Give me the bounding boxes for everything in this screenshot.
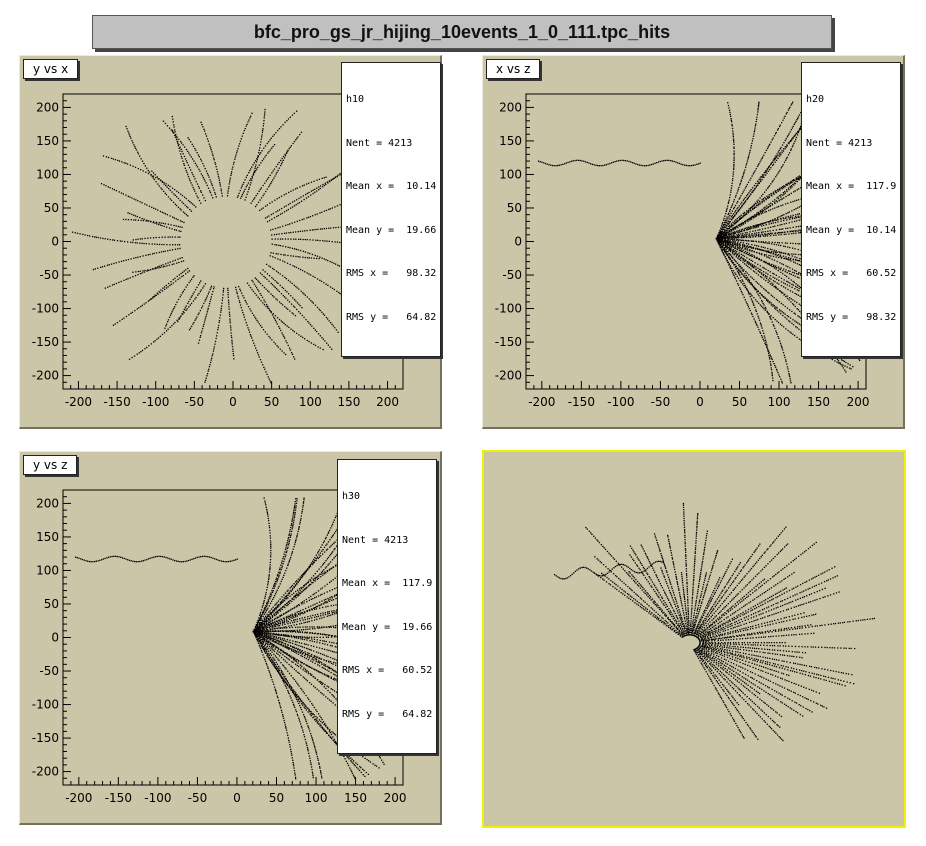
x-tick-label: -200	[65, 791, 92, 805]
plot-y-vs-x: -200 -150 -100 -50 0 50 100 150 200 200 150 100 50 0 -…	[32, 93, 404, 409]
plot-title: y vs x	[23, 59, 79, 79]
y-tick-label: -100	[495, 302, 522, 316]
plot-title: y vs z	[23, 455, 78, 475]
y-tick-label: 100	[499, 167, 522, 181]
stats-histogram-name: h30	[342, 491, 361, 502]
plot-title: x vs z	[486, 59, 541, 79]
stats-rms-y: RMS y = 98.32	[806, 311, 897, 323]
x-tick-label: 200	[847, 395, 870, 409]
pad-y-vs-z[interactable]: -200 -150 -100 -50 0 50 100 150 200 200 150 100 50 0 -…	[19, 451, 442, 825]
x-tick-label: 200	[376, 395, 399, 409]
y-tick-label: 0	[51, 235, 59, 249]
x-tick-label: -100	[607, 395, 634, 409]
stats-rms-x: RMS x = 98.32	[346, 268, 437, 279]
y-tick-label: -200	[32, 369, 59, 383]
y-tick-label: 50	[44, 201, 59, 215]
y-tick-label: 150	[499, 134, 522, 148]
x-tick-label: 100	[305, 791, 328, 805]
x-tick-label: 150	[344, 791, 367, 805]
y-tick-label: -50	[39, 268, 59, 282]
x-tick-label: 150	[337, 395, 360, 409]
canvas-title-text: bfc_pro_gs_jr_hijing_10events_1_0_111.tp…	[253, 21, 671, 42]
y-tick-label: 100	[36, 563, 59, 577]
x-tick-label: -50	[651, 395, 671, 409]
y-tick-label: 50	[44, 597, 59, 611]
y-tick-label: 200	[499, 100, 522, 114]
y-tick-label: -200	[495, 369, 522, 383]
y-tick-label: -50	[39, 664, 59, 678]
stats-rms-x: RMS x = 60.52	[806, 268, 897, 279]
stats-histogram-name: h10	[346, 94, 365, 105]
x-tick-label: 200	[384, 791, 407, 805]
y-tick-label: 50	[507, 201, 522, 215]
stats-box: h10 Nent = 4213 Mean x = 10.14 Mean y = …	[341, 62, 442, 357]
y-tick-label: 200	[36, 496, 59, 510]
x-tick-label: -100	[142, 395, 169, 409]
y-tick-label: 0	[514, 235, 522, 249]
x-tick-label: 0	[696, 395, 704, 409]
stats-mean-x: Mean x = 10.14	[346, 181, 437, 192]
x-tick-label: 100	[768, 395, 791, 409]
y-tick-label: -150	[32, 731, 59, 745]
y-tick-label: -150	[32, 335, 59, 349]
y-tick-label: -100	[32, 698, 59, 712]
y-tick-label: -100	[32, 302, 59, 316]
x-tick-label: 50	[269, 791, 284, 805]
hit-points-3d	[554, 502, 875, 742]
y-tick-label: -150	[495, 335, 522, 349]
stats-rms-x: RMS x = 60.52	[342, 665, 433, 676]
y-tick-label: 200	[36, 100, 59, 114]
x-tick-label: -150	[105, 791, 132, 805]
canvas-title: bfc_pro_gs_jr_hijing_10events_1_0_111.tp…	[92, 15, 832, 49]
x-tick-label: 0	[229, 395, 237, 409]
y-tick-label: 0	[51, 631, 59, 645]
pad-y-vs-x[interactable]: -200 -150 -100 -50 0 50 100 150 200 200 150 100 50 0 -…	[19, 55, 442, 429]
x-tick-label: -150	[568, 395, 595, 409]
stats-rms-y: RMS y = 64.82	[346, 311, 437, 323]
stats-histogram-name: h20	[806, 94, 825, 105]
y-tick-label: -200	[32, 765, 59, 779]
stats-entries: Nent = 4213	[342, 534, 409, 546]
stats-mean-y: Mean y = 10.14	[806, 224, 897, 236]
x-tick-label: -200	[65, 395, 92, 409]
x-tick-label: -50	[185, 395, 205, 409]
plot-3d-view	[554, 502, 875, 742]
stats-entries: Nent = 4213	[806, 137, 873, 149]
x-tick-label: 0	[233, 791, 241, 805]
stats-entries: Nent = 4213	[346, 137, 413, 149]
hit-points	[71, 108, 377, 384]
stats-box: h30 Nent = 4213 Mean x = 117.9 Mean y = …	[337, 459, 438, 754]
stats-mean-x: Mean x = 117.9	[342, 578, 433, 589]
y-tick-label: 150	[36, 134, 59, 148]
pad-3d-view[interactable]	[482, 450, 906, 828]
stats-box: h20 Nent = 4213 Mean x = 117.9 Mean y = …	[801, 62, 902, 357]
x-tick-label: 150	[807, 395, 830, 409]
y-tick-label: -50	[502, 268, 522, 282]
x-tick-label: 100	[299, 395, 322, 409]
stats-mean-y: Mean y = 19.66	[346, 224, 437, 236]
stats-mean-y: Mean y = 19.66	[342, 621, 433, 633]
y-tick-label: 150	[36, 530, 59, 544]
x-tick-label: 50	[264, 395, 279, 409]
stats-rms-y: RMS y = 64.82	[342, 708, 433, 720]
x-tick-label: 50	[732, 395, 747, 409]
stats-mean-x: Mean x = 117.9	[806, 181, 897, 192]
pad-x-vs-z[interactable]: -200 -150 -100 -50 0 50 100 150 200 200 150 100 50 0 -…	[482, 55, 905, 429]
x-tick-label: -200	[528, 395, 555, 409]
x-tick-label: -100	[144, 791, 171, 805]
x-tick-label: -50	[188, 791, 208, 805]
x-tick-label: -150	[103, 395, 130, 409]
y-tick-label: 100	[36, 167, 59, 181]
